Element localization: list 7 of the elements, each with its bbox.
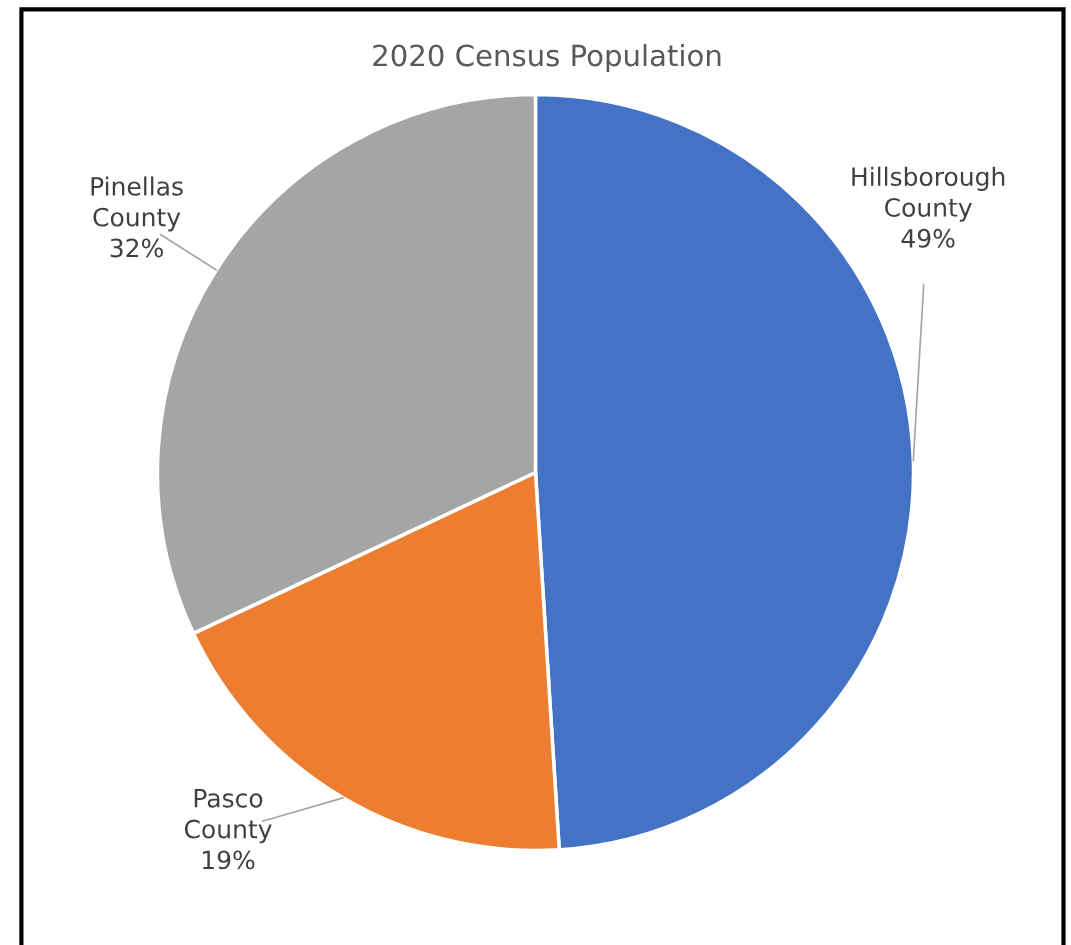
data-label: 49% [901, 228, 955, 248]
chart-title: 2020 Census Population [373, 43, 721, 73]
slice-label: Pasco County [184, 789, 272, 844]
slice-label: Hillsborough County [852, 166, 1005, 222]
data-label: 19% [202, 850, 255, 870]
slice-label: Pinellas County [91, 176, 183, 232]
data-label: 32% [110, 238, 163, 258]
